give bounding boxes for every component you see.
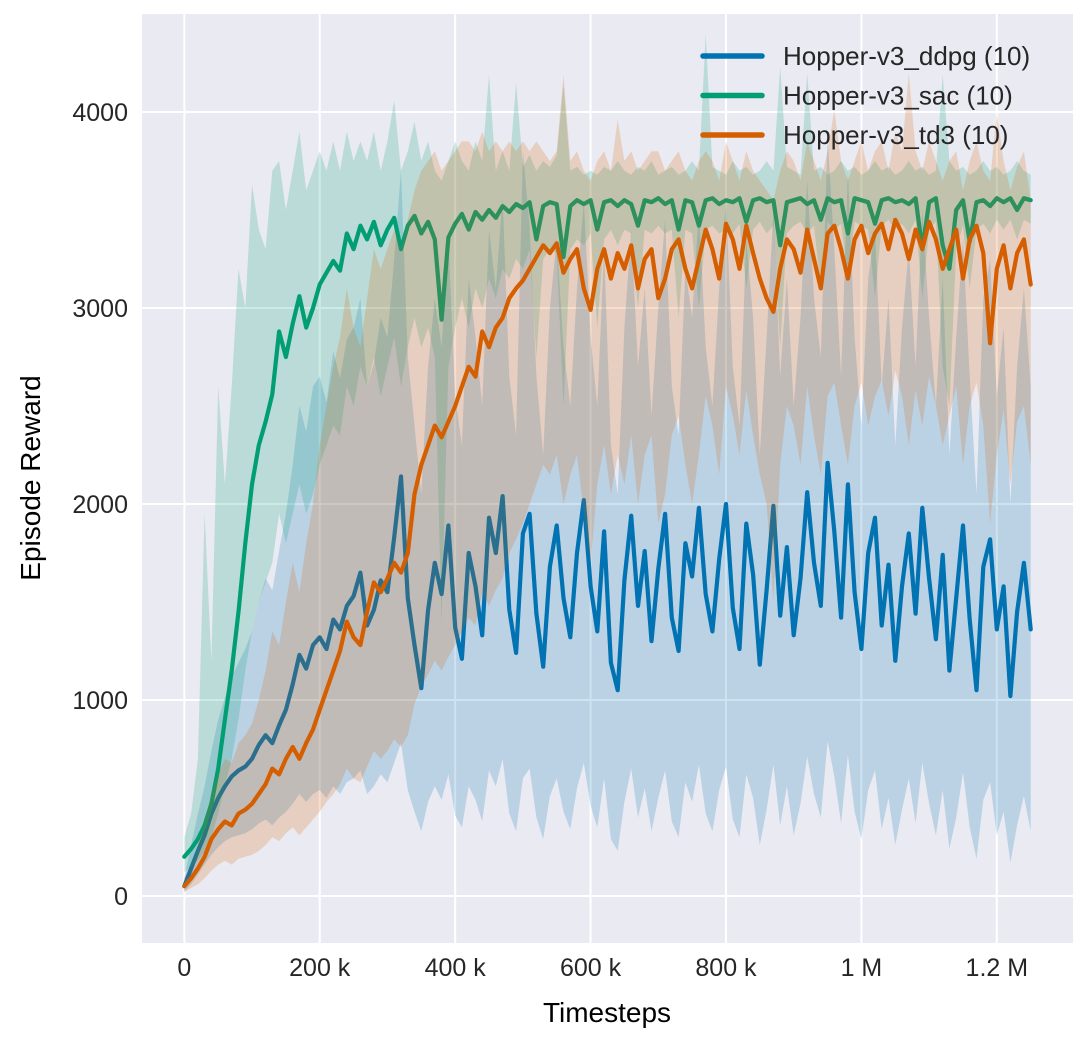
x-tick-label: 1 M [841, 954, 883, 982]
x-tick-label: 0 [177, 954, 191, 982]
x-tick-label: 400 k [425, 954, 487, 982]
series-line-hopper-v3-sac-10 [182, 196, 1033, 859]
x-tick-label: 600 k [560, 954, 622, 982]
legend-item-hopper-v3-sac-10: Hopper-v3_sac (10) [700, 81, 1013, 111]
x-axis-label: Timesteps [543, 997, 671, 1028]
legend-label-hopper-v3-td3-10: Hopper-v3_td3 (10) [783, 120, 1008, 150]
y-tick-label: 3000 [72, 295, 128, 323]
x-tick-label: 1.2 M [966, 954, 1029, 982]
legend-item-hopper-v3-ddpg-10: Hopper-v3_ddpg (10) [700, 41, 1030, 71]
y-tick-label: 0 [114, 883, 128, 911]
series-layer [182, 33, 1033, 893]
x-tick-label: 200 k [289, 954, 351, 982]
series-band-hopper-v3-ddpg-10 [184, 137, 1031, 892]
y-tick-label: 1000 [72, 687, 128, 715]
legend: Hopper-v3_ddpg (10) Hopper-v3_sac (10) Hop… [700, 41, 1030, 150]
legend-item-hopper-v3-td3-10: Hopper-v3_td3 (10) [700, 120, 1008, 150]
legend-label-hopper-v3-ddpg-10: Hopper-v3_ddpg (10) [783, 41, 1030, 71]
y-tick-label: 4000 [72, 99, 128, 127]
x-tick-label: 800 k [695, 954, 757, 982]
series-band-hopper-v3-sac-10 [184, 33, 1031, 873]
plot-background [142, 14, 1073, 943]
series-line-hopper-v3-td3-10 [182, 217, 1033, 889]
y-axis-label: Episode Reward [15, 375, 46, 580]
legend-label-hopper-v3-sac-10: Hopper-v3_sac (10) [783, 81, 1013, 111]
series-line-hopper-v3-ddpg-10 [182, 460, 1033, 889]
axis-ticks: 0 200 k 400 k 600 k 800 k 1 M 1.2 M 0 1000 2000 30… [72, 99, 1028, 982]
y-tick-label: 2000 [72, 491, 128, 519]
plot-area [142, 14, 1073, 943]
